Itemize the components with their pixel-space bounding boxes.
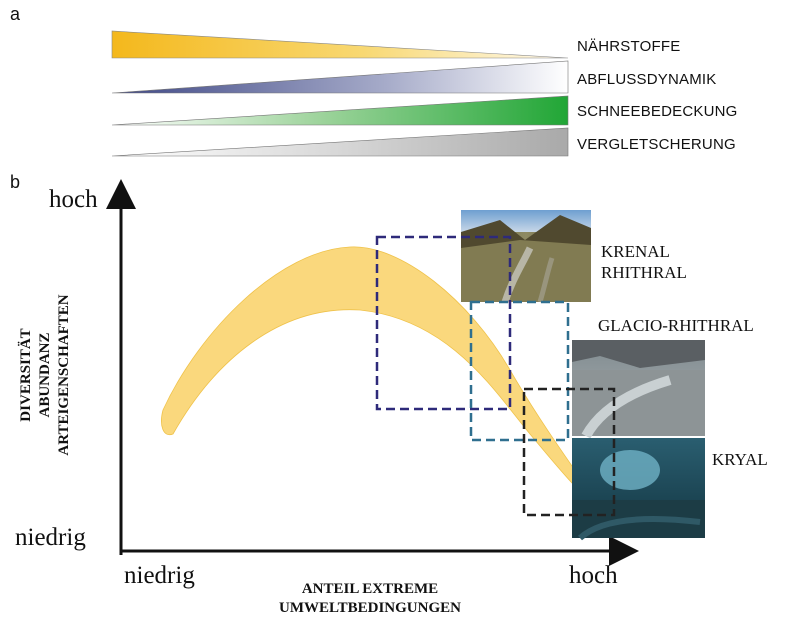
- krenal-rhithral-photo: [461, 210, 591, 304]
- snow-cover-wedge: [111, 95, 569, 126]
- glacio-rhithral-photo: [572, 340, 705, 439]
- glacio-rhithral-zone: [469, 300, 570, 442]
- zone-label-krenal: KRENAL: [601, 242, 670, 261]
- y-axis-title-line-3: ARTEIGENSCHAFTEN: [56, 294, 72, 456]
- x-axis-low-label: niedrig: [124, 562, 195, 589]
- nutrients-wedge: [111, 30, 569, 59]
- gradient-label-flow: ABFLUSSDYNAMIK: [577, 71, 717, 88]
- zone-label-rhithral: RHITHRAL: [601, 263, 687, 282]
- y-axis-title: DIVERSITÄT ABUNDANZ ARTEIGENSCHAFTEN: [17, 210, 107, 540]
- x-axis-high-label: hoch: [569, 562, 618, 589]
- gradient-label-glaciation: VERGLETSCHERUNG: [577, 136, 736, 153]
- kryal-zone: [522, 387, 616, 517]
- gradient-wedges: [111, 30, 569, 157]
- gradient-label-snow: SCHNEEBEDECKUNG: [577, 103, 738, 120]
- zone-label-glacio-rhithral: GLACIO-RHITHRAL: [598, 316, 754, 335]
- x-axis-title: ANTEIL EXTREME UMWELTBEDINGUNGEN: [220, 580, 520, 618]
- krenal-rhithral-zone: [375, 235, 512, 411]
- zone-label-kryal: KRYAL: [712, 450, 768, 469]
- gradient-label-nutrients: NÄHRSTOFFE: [577, 38, 681, 55]
- y-axis-low-label: niedrig: [15, 524, 86, 551]
- panel-a-label: a: [10, 4, 21, 24]
- y-axis-title-line-1: DIVERSITÄT: [18, 328, 34, 422]
- x-axis-title-line-1: ANTEIL EXTREME: [301, 581, 439, 597]
- panel-b-label: b: [10, 172, 21, 192]
- flow-dynamics-wedge: [111, 60, 569, 94]
- x-axis-title-line-2: UMWELTBEDINGUNGEN: [279, 600, 461, 616]
- glaciation-wedge: [111, 127, 569, 157]
- y-axis-high-label: hoch: [49, 186, 98, 213]
- habitat-diagram: [106, 179, 705, 566]
- y-axis-title-line-2: ABUNDANZ: [37, 332, 53, 418]
- kryal-photo: [572, 438, 705, 541]
